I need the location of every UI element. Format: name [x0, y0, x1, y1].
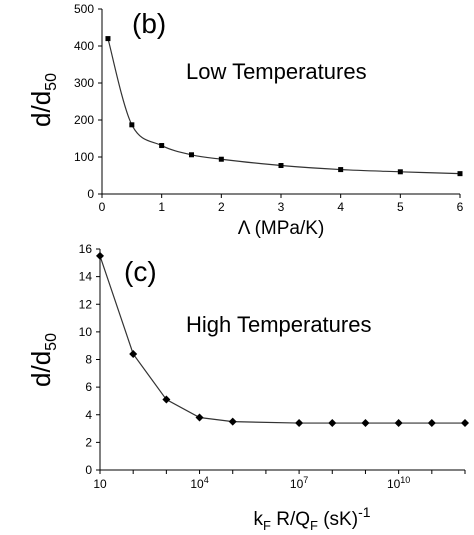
- panel-b-data-point: [457, 171, 463, 177]
- panel-b-x-tick-label: 2: [218, 200, 225, 214]
- panel-c-y-axis-title: d/d50: [26, 333, 60, 387]
- panel-c-data-point: [461, 419, 469, 428]
- panel-b-data-point: [105, 36, 111, 42]
- panel-c-x-title-k: k: [253, 509, 263, 530]
- panel-c-y-tick-label: 8: [85, 353, 92, 367]
- panel-b-y-tick-label: 100: [74, 150, 94, 164]
- panel-b-y-tick-label: 400: [74, 39, 94, 53]
- panel-c-x-tick-label: 104: [190, 475, 208, 491]
- panel-b-data-point: [338, 167, 344, 173]
- panel-c-x-tick-label: 1010: [387, 475, 410, 491]
- panel-b-y-tick-label: 0: [87, 187, 94, 201]
- panel-b-annotation: Low Temperatures: [186, 59, 367, 84]
- panel-c-annotation: High Temperatures: [186, 312, 371, 337]
- panel-c-label: (c): [124, 256, 157, 287]
- panel-c-data-point: [295, 419, 304, 428]
- panel-c-x-tick-base: 10: [190, 477, 204, 491]
- panel-b-x-tick-label: 3: [278, 200, 285, 214]
- panel-c-x-title-exponent: -1: [358, 504, 371, 520]
- panel-c-x-title-sub1: F: [263, 518, 271, 533]
- panel-b-label: (b): [132, 8, 166, 39]
- panel-b-data-point: [189, 152, 194, 158]
- panel-b-x-axis-title: Λ (MPa/K): [238, 218, 325, 239]
- panel-c-y-tick-label: 12: [79, 297, 93, 311]
- panel-c-data-point: [228, 417, 237, 426]
- panel-c-y-tick-label: 0: [85, 463, 92, 477]
- panel-c-x-title-sub2: F: [310, 518, 318, 533]
- panel-c-data-point: [129, 349, 138, 358]
- panel-c-y-axis-title-sub: 50: [43, 333, 60, 351]
- panel-c-x-tick-base: 10: [387, 477, 401, 491]
- panel-c-x-axis-title: kF R/QF (sK)-1: [253, 504, 370, 533]
- panel-b-x-tick-label: 1: [158, 200, 165, 214]
- panel-b-data-point: [218, 156, 224, 162]
- panel-c-data-point: [328, 419, 337, 428]
- panel-c-y-tick-label: 6: [85, 380, 92, 394]
- panel-c-x-tick-label: 10: [93, 477, 107, 491]
- panel-c-data-point: [96, 251, 104, 260]
- panel-b-x-tick-label: 4: [337, 200, 344, 214]
- panel-c-x-tick-base: 10: [93, 477, 107, 491]
- panel-c-data-point: [427, 419, 436, 428]
- panel-b-x-tick-label: 6: [457, 200, 464, 214]
- panel-b-data-point: [278, 163, 284, 169]
- panel-c-x-tick-exponent: 10: [400, 475, 410, 485]
- panel-b-data-point: [129, 122, 135, 128]
- panel-c-y-tick-label: 16: [79, 242, 93, 256]
- panel-b-y-tick-label: 200: [74, 113, 94, 127]
- panel-c-data-point: [394, 419, 403, 428]
- panel-c-x-tick-base: 10: [290, 477, 304, 491]
- panel-b-x-tick-label: 5: [397, 200, 404, 214]
- panel-b-y-tick-label: 300: [74, 76, 94, 90]
- panel-c-y-axis-title-main: d/d: [26, 351, 56, 387]
- panel-c-x-tick-exponent: 4: [204, 475, 209, 485]
- panel-c-x-tick-label: 107: [290, 475, 308, 491]
- panel-c-data-point: [162, 395, 171, 404]
- panel-b-y-axis-title-main: d/d: [26, 91, 56, 127]
- panel-c-x-tick-exponent: 7: [303, 475, 308, 485]
- panel-c-y-tick-label: 2: [85, 435, 92, 449]
- panel-c-x-title-unit: (sK): [318, 509, 358, 530]
- panel-b-data-point: [397, 169, 403, 175]
- panel-b-data-point: [159, 143, 165, 149]
- panel-b-y-tick-label: 500: [74, 2, 94, 16]
- panel-c-data-point: [361, 419, 370, 428]
- panel-c-y-tick-label: 4: [85, 408, 92, 422]
- panel-c-y-tick-label: 14: [79, 270, 93, 284]
- panel-c-y-tick-label: 10: [79, 325, 93, 339]
- panel-b-y-axis-title: d/d50: [26, 73, 60, 127]
- panel-c-data-point: [195, 413, 204, 422]
- panel-b-y-axis-title-sub: 50: [43, 73, 60, 91]
- panel-b-x-tick-label: 0: [99, 200, 106, 214]
- panel-c-x-title-rq: R/Q: [271, 509, 310, 530]
